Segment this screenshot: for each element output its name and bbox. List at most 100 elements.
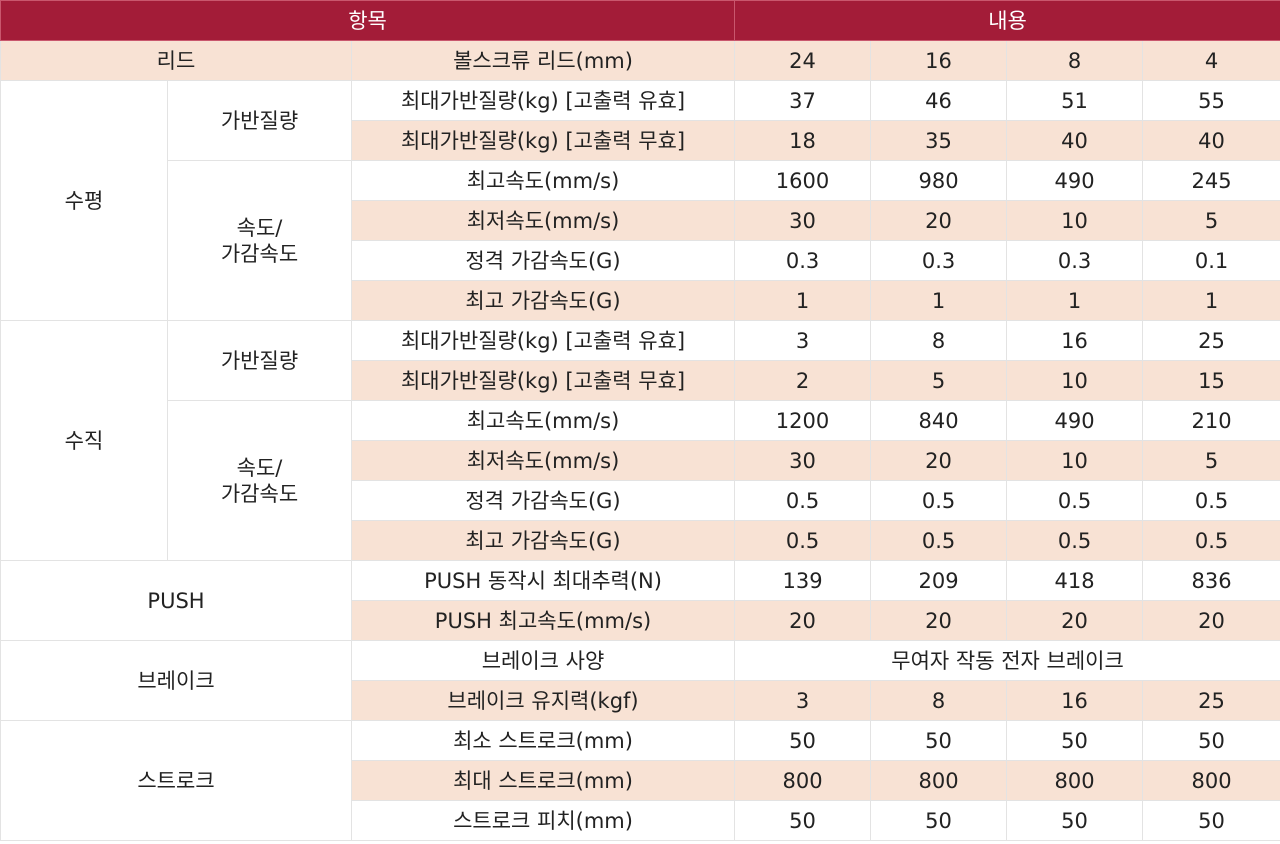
cell-value: 50 xyxy=(870,800,1008,841)
group-stroke: 스트로크 xyxy=(0,720,352,841)
cell-value: 5 xyxy=(1142,440,1280,481)
cell-value: 16 xyxy=(1006,320,1144,361)
cell-value: 15 xyxy=(1142,360,1280,401)
cell-value: 0.5 xyxy=(870,520,1008,561)
table-row: 브레이크 브레이크 사양 무여자 작동 전자 브레이크 xyxy=(0,640,1280,721)
sub-speed-line2: 가감속도 xyxy=(220,481,299,506)
cell-value: 836 xyxy=(1142,560,1280,601)
cell-value: 20 xyxy=(870,200,1008,241)
header-content: 내용 xyxy=(734,0,1280,41)
row-label: 최대가반질량(kg) [고출력 무효] xyxy=(350,360,736,401)
row-label: 최대가반질량(kg) [고출력 유효] xyxy=(350,80,736,121)
cell-value: 30 xyxy=(734,200,872,241)
cell-value: 10 xyxy=(1006,200,1144,241)
cell-value: 16 xyxy=(870,40,1008,81)
cell-value: 840 xyxy=(870,400,1008,441)
cell-value: 800 xyxy=(1142,760,1280,801)
cell-value: 3 xyxy=(734,680,872,721)
row-label: 정격 가감속도(G) xyxy=(350,240,736,281)
table-row: 속도/가감속도 최고속도(mm/s) 1600 980 490 245 xyxy=(1,160,1280,321)
cell-value: 490 xyxy=(1006,160,1144,201)
cell-value: 490 xyxy=(1006,400,1144,441)
cell-value: 1600 xyxy=(734,160,872,201)
cell-value: 35 xyxy=(870,120,1008,161)
cell-value: 20 xyxy=(734,600,872,641)
row-label: 최저속도(mm/s) xyxy=(350,440,736,481)
group-horizontal: 수평 xyxy=(0,80,168,321)
table-row: 최대가반질량(kg) [고출력 무효] 2 5 10 15 xyxy=(1,360,1280,401)
header-item: 항목 xyxy=(0,0,736,41)
cell-value: 20 xyxy=(1142,600,1280,641)
cell-value: 0.5 xyxy=(1006,480,1144,521)
row-label: 최고속도(mm/s) xyxy=(350,160,736,201)
cell-value: 20 xyxy=(870,600,1008,641)
table-row: 브레이크 유지력(kgf) 3 8 16 25 xyxy=(1,680,1280,721)
cell-value: 5 xyxy=(870,360,1008,401)
row-label: 최소 스트로크(mm) xyxy=(350,720,736,761)
row-label: 최대 스트로크(mm) xyxy=(350,760,736,801)
table-row: 최고 가감속도(G) 0.5 0.5 0.5 0.5 xyxy=(1,520,1280,561)
cell-value: 1 xyxy=(1142,280,1280,321)
cell-value: 25 xyxy=(1142,680,1280,721)
cell-value: 0.3 xyxy=(1006,240,1144,281)
cell-value: 8 xyxy=(870,680,1008,721)
cell-value: 1200 xyxy=(734,400,872,441)
cell-value: 0.5 xyxy=(1142,480,1280,521)
cell-value: 209 xyxy=(870,560,1008,601)
row-label: 최대가반질량(kg) [고출력 무효] xyxy=(350,120,736,161)
sub-speed: 속도/가감속도 xyxy=(167,400,352,561)
sub-speed-line1: 속도/ xyxy=(236,455,283,480)
row-label: 최고 가감속도(G) xyxy=(350,280,736,321)
row-label: 브레이크 유지력(kgf) xyxy=(350,680,736,721)
group-lead: 리드 xyxy=(0,40,352,81)
cell-value: 50 xyxy=(1142,800,1280,841)
cell-value: 20 xyxy=(870,440,1008,481)
table-header-row: 항목 내용 xyxy=(0,0,1280,41)
table-row: 정격 가감속도(G) 0.5 0.5 0.5 0.5 xyxy=(1,480,1280,521)
cell-value: 55 xyxy=(1142,80,1280,121)
cell-value: 800 xyxy=(1006,760,1144,801)
cell-value: 1 xyxy=(870,280,1008,321)
table-row: 스트로크 피치(mm) 50 50 50 50 xyxy=(1,800,1280,841)
table-row: 최저속도(mm/s) 30 20 10 5 xyxy=(1,200,1280,241)
row-label: 최고속도(mm/s) xyxy=(350,400,736,441)
cell-value: 25 xyxy=(1142,320,1280,361)
cell-value: 1 xyxy=(734,280,872,321)
cell-value: 37 xyxy=(734,80,872,121)
table-row: PUSH PUSH 동작시 최대추력(N) 139 209 418 836 xyxy=(0,560,1280,641)
table-row: 최대가반질량(kg) [고출력 무효] 18 35 40 40 xyxy=(1,120,1280,161)
row-label: 최대가반질량(kg) [고출력 유효] xyxy=(350,320,736,361)
cell-value: 0.5 xyxy=(734,480,872,521)
cell-value: 1 xyxy=(1006,280,1144,321)
table-row: 최고 가감속도(G) 1 1 1 1 xyxy=(1,280,1280,321)
cell-value: 139 xyxy=(734,560,872,601)
cell-value: 8 xyxy=(870,320,1008,361)
cell-value: 800 xyxy=(734,760,872,801)
brake-spec-value: 무여자 작동 전자 브레이크 xyxy=(734,640,1280,681)
sub-payload: 가반질량 xyxy=(167,80,352,161)
cell-value: 800 xyxy=(870,760,1008,801)
group-brake: 브레이크 xyxy=(0,640,352,721)
row-label: 최저속도(mm/s) xyxy=(350,200,736,241)
cell-value: 4 xyxy=(1142,40,1280,81)
row-label: 정격 가감속도(G) xyxy=(350,480,736,521)
cell-value: 50 xyxy=(734,720,872,761)
cell-value: 50 xyxy=(870,720,1008,761)
cell-value: 40 xyxy=(1006,120,1144,161)
cell-value: 8 xyxy=(1006,40,1144,81)
cell-value: 0.5 xyxy=(1142,520,1280,561)
sub-speed-line1: 속도/ xyxy=(236,215,283,240)
cell-value: 980 xyxy=(870,160,1008,201)
row-label: PUSH 동작시 최대추력(N) xyxy=(350,560,736,601)
sub-speed-line2: 가감속도 xyxy=(220,241,299,266)
table-row: 최저속도(mm/s) 30 20 10 5 xyxy=(1,440,1280,481)
table-row: 정격 가감속도(G) 0.3 0.3 0.3 0.1 xyxy=(1,240,1280,281)
cell-value: 0.5 xyxy=(1006,520,1144,561)
cell-value: 0.5 xyxy=(870,480,1008,521)
cell-value: 5 xyxy=(1142,200,1280,241)
table-row: 리드 볼스크류 리드(mm) 24 16 8 4 xyxy=(0,40,1280,81)
cell-value: 16 xyxy=(1006,680,1144,721)
table-row: 수직 가반질량 최대가반질량(kg) [고출력 유효] 3 8 16 25 xyxy=(0,320,1280,561)
cell-value: 24 xyxy=(734,40,872,81)
